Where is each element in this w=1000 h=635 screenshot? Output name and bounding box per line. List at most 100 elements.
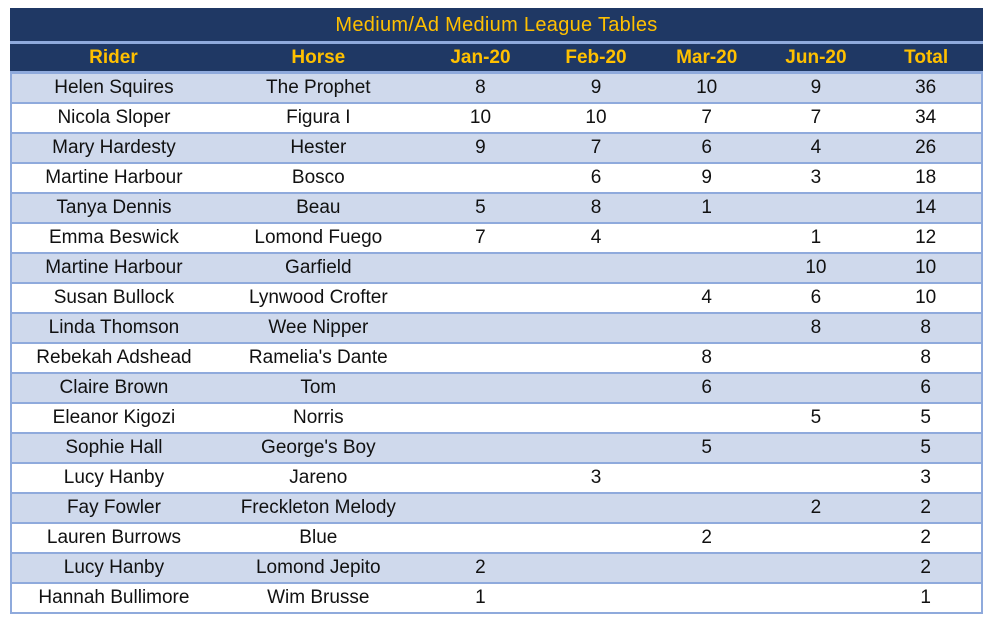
table-cell: 1 — [651, 192, 762, 224]
table-cell: 9 — [761, 71, 871, 104]
table-cell: 2 — [420, 552, 541, 584]
table-body: Helen Squires The Prophet 8 9 10 9 36 Nicola Sl… — [11, 71, 982, 614]
table-cell: Lauren Burrows — [11, 522, 216, 554]
table-row: Lucy Hanby Lomond Jepito 2 2 — [11, 552, 982, 584]
table-cell: 5 — [761, 402, 871, 434]
table-row: Emma Beswick Lomond Fuego 7 4 1 12 — [11, 222, 982, 254]
table-row: Susan Bullock Lynwood Crofter 4 6 10 — [11, 282, 982, 314]
table-title: Medium/Ad Medium League Tables — [10, 8, 983, 44]
table-cell: 4 — [651, 282, 762, 314]
table-cell — [420, 282, 541, 314]
table-cell — [420, 522, 541, 554]
table-cell: 7 — [420, 222, 541, 254]
table-cell — [420, 312, 541, 344]
table-cell: 34 — [870, 102, 982, 134]
table-cell — [651, 252, 762, 284]
table-cell — [651, 222, 762, 254]
table-cell: Rebekah Adshead — [11, 342, 216, 374]
table-cell — [420, 342, 541, 374]
table-cell: 2 — [870, 552, 982, 584]
table-cell: 9 — [540, 71, 652, 104]
table-cell: Claire Brown — [11, 372, 216, 404]
table-cell: 10 — [540, 102, 652, 134]
table-cell — [651, 582, 762, 614]
table-cell: 4 — [540, 222, 652, 254]
table-cell — [540, 492, 652, 524]
column-header-jun-20: Jun-20 — [760, 41, 872, 74]
table-cell: 8 — [870, 342, 982, 374]
table-cell: Nicola Sloper — [11, 102, 216, 134]
table-cell: 6 — [761, 282, 871, 314]
header-row: Rider Horse Jan-20 Feb-20 Mar-20 Jun-20 Total — [10, 41, 983, 74]
table-cell: 10 — [870, 252, 982, 284]
table-cell — [540, 552, 652, 584]
table-cell: Martine Harbour — [11, 252, 216, 284]
table-cell — [420, 432, 541, 464]
table-cell: Fay Fowler — [11, 492, 216, 524]
table-cell — [651, 492, 762, 524]
table-cell: 7 — [540, 132, 652, 164]
table-cell: 3 — [761, 162, 871, 194]
table-cell — [420, 372, 541, 404]
table-cell: 9 — [651, 162, 762, 194]
table-row: Martine Harbour Bosco 6 9 3 18 — [11, 162, 982, 194]
table-cell: 6 — [651, 132, 762, 164]
table-cell — [540, 312, 652, 344]
table-cell: 1 — [420, 582, 541, 614]
table-cell: Linda Thomson — [11, 312, 216, 344]
table-cell — [761, 192, 871, 224]
table-cell: 10 — [420, 102, 541, 134]
table-cell: 8 — [761, 312, 871, 344]
table-cell: Hannah Bullimore — [11, 582, 216, 614]
table-row: Eleanor Kigozi Norris 5 5 — [11, 402, 982, 434]
table-row: Martine Harbour Garfield 10 10 — [11, 252, 982, 284]
table-cell — [420, 462, 541, 494]
table-cell: Emma Beswick — [11, 222, 216, 254]
table-cell: Blue — [215, 522, 421, 554]
table-cell: 2 — [651, 522, 762, 554]
table-cell: 5 — [870, 432, 982, 464]
table-cell: 3 — [540, 462, 652, 494]
table-cell — [761, 372, 871, 404]
table-cell: 10 — [761, 252, 871, 284]
table-cell: 12 — [870, 222, 982, 254]
table-cell: Bosco — [215, 162, 421, 194]
table-cell: Tanya Dennis — [11, 192, 216, 224]
table-cell — [420, 162, 541, 194]
table-cell: 5 — [870, 402, 982, 434]
table-cell — [761, 432, 871, 464]
table-cell: Martine Harbour — [11, 162, 216, 194]
table-cell: Sophie Hall — [11, 432, 216, 464]
table-cell — [651, 312, 762, 344]
table-cell — [761, 552, 871, 584]
table-row: Rebekah Adshead Ramelia's Dante 8 8 — [11, 342, 982, 374]
table-cell — [420, 402, 541, 434]
table-cell: Wee Nipper — [215, 312, 421, 344]
table-row: Claire Brown Tom 6 6 — [11, 372, 982, 404]
table-cell: Jareno — [215, 462, 421, 494]
table-cell: 1 — [761, 222, 871, 254]
table-head: Medium/Ad Medium League Tables Rider Hors… — [10, 8, 983, 74]
table-cell: Mary Hardesty — [11, 132, 216, 164]
table-cell: 10 — [651, 71, 762, 104]
table-cell: Lucy Hanby — [11, 462, 216, 494]
table-cell: Susan Bullock — [11, 282, 216, 314]
table-cell: 8 — [651, 342, 762, 374]
table-cell: 14 — [870, 192, 982, 224]
table-cell: 2 — [761, 492, 871, 524]
table-row: Helen Squires The Prophet 8 9 10 9 36 — [11, 71, 982, 104]
column-header-feb-20: Feb-20 — [539, 41, 653, 74]
table-row: Linda Thomson Wee Nipper 8 8 — [11, 312, 982, 344]
table-cell — [761, 342, 871, 374]
table-cell: Lucy Hanby — [11, 552, 216, 584]
table-cell: 6 — [540, 162, 652, 194]
table-row: Fay Fowler Freckleton Melody 2 2 — [11, 492, 982, 524]
table-cell: 7 — [651, 102, 762, 134]
column-header-jan-20: Jan-20 — [419, 41, 542, 74]
table-cell: Lomond Jepito — [215, 552, 421, 584]
table-cell — [761, 462, 871, 494]
table-cell: Eleanor Kigozi — [11, 402, 216, 434]
column-header-total: Total — [869, 41, 983, 74]
table-cell: Norris — [215, 402, 421, 434]
